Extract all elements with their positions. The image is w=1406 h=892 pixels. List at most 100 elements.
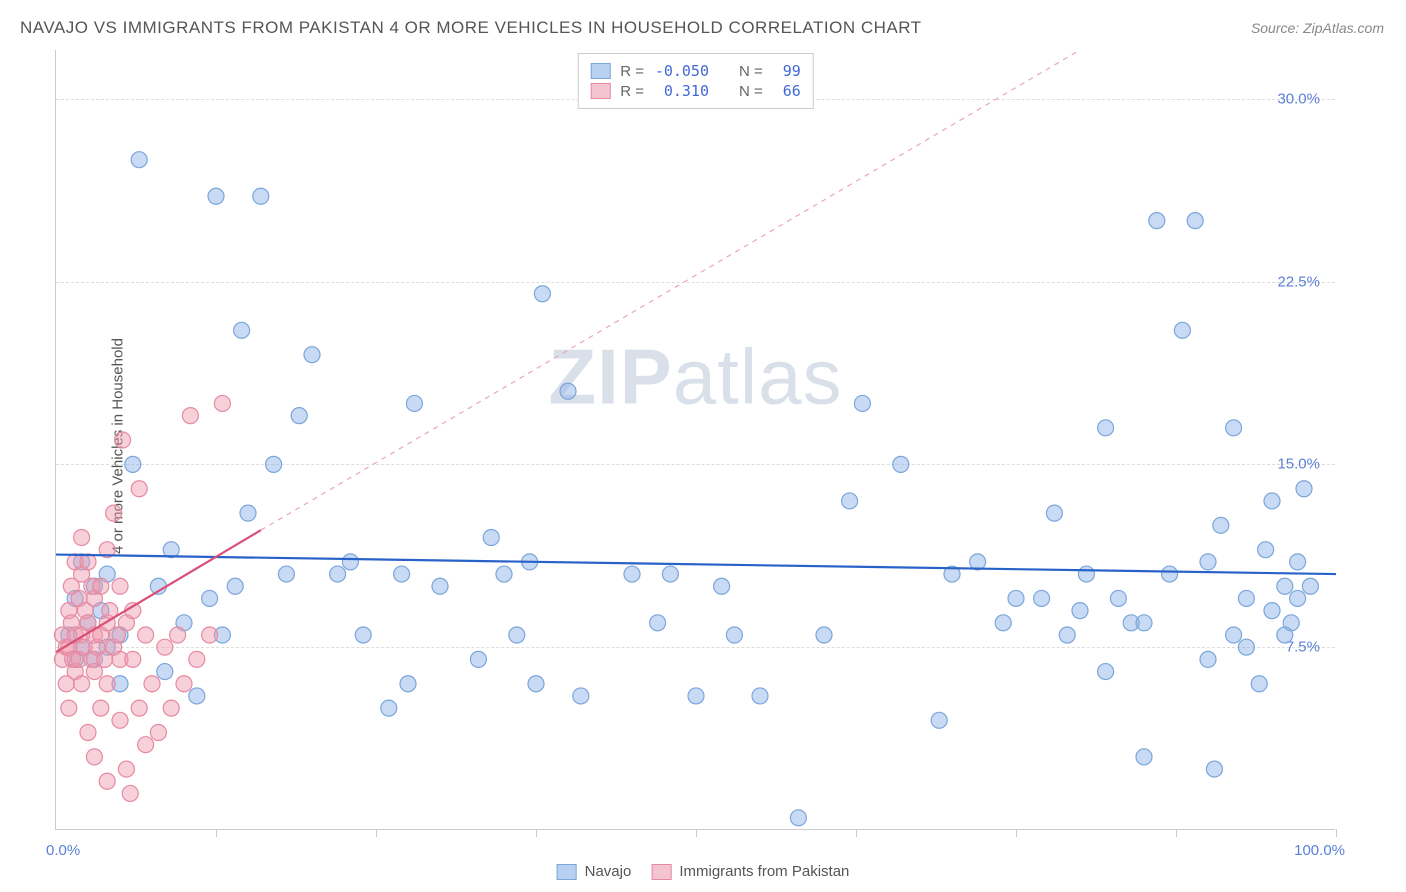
scatter-point bbox=[214, 395, 230, 411]
series-legend: Navajo Immigrants from Pakistan bbox=[557, 863, 850, 880]
scatter-point bbox=[470, 651, 486, 667]
x-tick bbox=[216, 829, 217, 837]
legend-label: Immigrants from Pakistan bbox=[679, 863, 849, 880]
x-tick bbox=[376, 829, 377, 837]
scatter-point bbox=[99, 676, 115, 692]
scatter-point bbox=[138, 627, 154, 643]
scatter-point bbox=[931, 712, 947, 728]
scatter-point bbox=[816, 627, 832, 643]
scatter-point bbox=[115, 432, 131, 448]
r-value: 0.310 bbox=[654, 82, 709, 100]
scatter-point bbox=[234, 322, 250, 338]
scatter-point bbox=[189, 688, 205, 704]
scatter-point bbox=[406, 395, 422, 411]
scatter-point bbox=[1059, 627, 1075, 643]
r-label: R = bbox=[620, 83, 644, 100]
scatter-point bbox=[1283, 615, 1299, 631]
legend-swatch bbox=[651, 864, 671, 880]
scatter-point bbox=[1264, 493, 1280, 509]
scatter-point bbox=[80, 725, 96, 741]
scatter-point bbox=[131, 700, 147, 716]
scatter-point bbox=[170, 627, 186, 643]
scatter-point bbox=[74, 676, 90, 692]
scatter-point bbox=[1046, 505, 1062, 521]
scatter-point bbox=[1187, 213, 1203, 229]
legend-label: Navajo bbox=[585, 863, 632, 880]
plot-area: ZIPatlas 7.5%15.0%22.5%30.0% R = -0.050N… bbox=[55, 50, 1335, 830]
scatter-point bbox=[125, 651, 141, 667]
scatter-point bbox=[253, 188, 269, 204]
scatter-point bbox=[534, 286, 550, 302]
scatter-point bbox=[1174, 322, 1190, 338]
scatter-point bbox=[1238, 639, 1254, 655]
scatter-point bbox=[528, 676, 544, 692]
scatter-point bbox=[752, 688, 768, 704]
scatter-point bbox=[157, 639, 173, 655]
scatter-point bbox=[1213, 517, 1229, 533]
scatter-point bbox=[400, 676, 416, 692]
scatter-point bbox=[1098, 664, 1114, 680]
x-tick bbox=[1016, 829, 1017, 837]
source-attribution: Source: ZipAtlas.com bbox=[1251, 20, 1384, 36]
scatter-point bbox=[227, 578, 243, 594]
scatter-point bbox=[106, 505, 122, 521]
scatter-point bbox=[1290, 554, 1306, 570]
legend-swatch bbox=[590, 63, 610, 79]
scatter-point bbox=[1290, 590, 1306, 606]
stats-legend: R = -0.050N = 99R = 0.310N = 66 bbox=[577, 53, 814, 109]
scatter-point bbox=[240, 505, 256, 521]
scatter-point bbox=[1110, 590, 1126, 606]
scatter-point bbox=[854, 395, 870, 411]
scatter-point bbox=[394, 566, 410, 582]
scatter-point bbox=[80, 554, 96, 570]
legend-swatch bbox=[590, 83, 610, 99]
scatter-point bbox=[1078, 566, 1094, 582]
legend-item: Navajo bbox=[557, 863, 632, 880]
scatter-point bbox=[790, 810, 806, 826]
scatter-point bbox=[1206, 761, 1222, 777]
scatter-point bbox=[1149, 213, 1165, 229]
scatter-point bbox=[150, 725, 166, 741]
scatter-point bbox=[182, 408, 198, 424]
scatter-point bbox=[483, 530, 499, 546]
scatter-point bbox=[93, 578, 109, 594]
chart-title: NAVAJO VS IMMIGRANTS FROM PAKISTAN 4 OR … bbox=[20, 18, 922, 38]
scatter-point bbox=[291, 408, 307, 424]
scatter-point bbox=[86, 749, 102, 765]
scatter-point bbox=[278, 566, 294, 582]
n-value: 99 bbox=[773, 62, 801, 80]
scatter-point bbox=[1034, 590, 1050, 606]
scatter-point bbox=[714, 578, 730, 594]
scatter-point bbox=[1162, 566, 1178, 582]
scatter-point bbox=[842, 493, 858, 509]
stats-row: R = -0.050N = 99 bbox=[590, 62, 801, 80]
scatter-point bbox=[1251, 676, 1267, 692]
scatter-point bbox=[202, 627, 218, 643]
scatter-point bbox=[157, 664, 173, 680]
scatter-point bbox=[99, 773, 115, 789]
scatter-point bbox=[496, 566, 512, 582]
scatter-point bbox=[1008, 590, 1024, 606]
scatter-point bbox=[1258, 542, 1274, 558]
x-tick bbox=[856, 829, 857, 837]
scatter-point bbox=[1136, 615, 1152, 631]
scatter-point bbox=[112, 712, 128, 728]
scatter-point bbox=[122, 785, 138, 801]
scatter-point bbox=[726, 627, 742, 643]
r-value: -0.050 bbox=[654, 62, 709, 80]
scatter-point bbox=[509, 627, 525, 643]
scatter-point bbox=[176, 676, 192, 692]
scatter-point bbox=[74, 530, 90, 546]
n-value: 66 bbox=[773, 82, 801, 100]
scatter-point bbox=[118, 761, 134, 777]
scatter-point bbox=[144, 676, 160, 692]
scatter-point bbox=[1200, 651, 1216, 667]
scatter-point bbox=[1277, 578, 1293, 594]
scatter-point bbox=[1136, 749, 1152, 765]
scatter-point bbox=[1302, 578, 1318, 594]
scatter-point bbox=[650, 615, 666, 631]
scatter-point bbox=[131, 152, 147, 168]
scatter-point bbox=[893, 456, 909, 472]
x-tick bbox=[536, 829, 537, 837]
scatter-point bbox=[1072, 603, 1088, 619]
